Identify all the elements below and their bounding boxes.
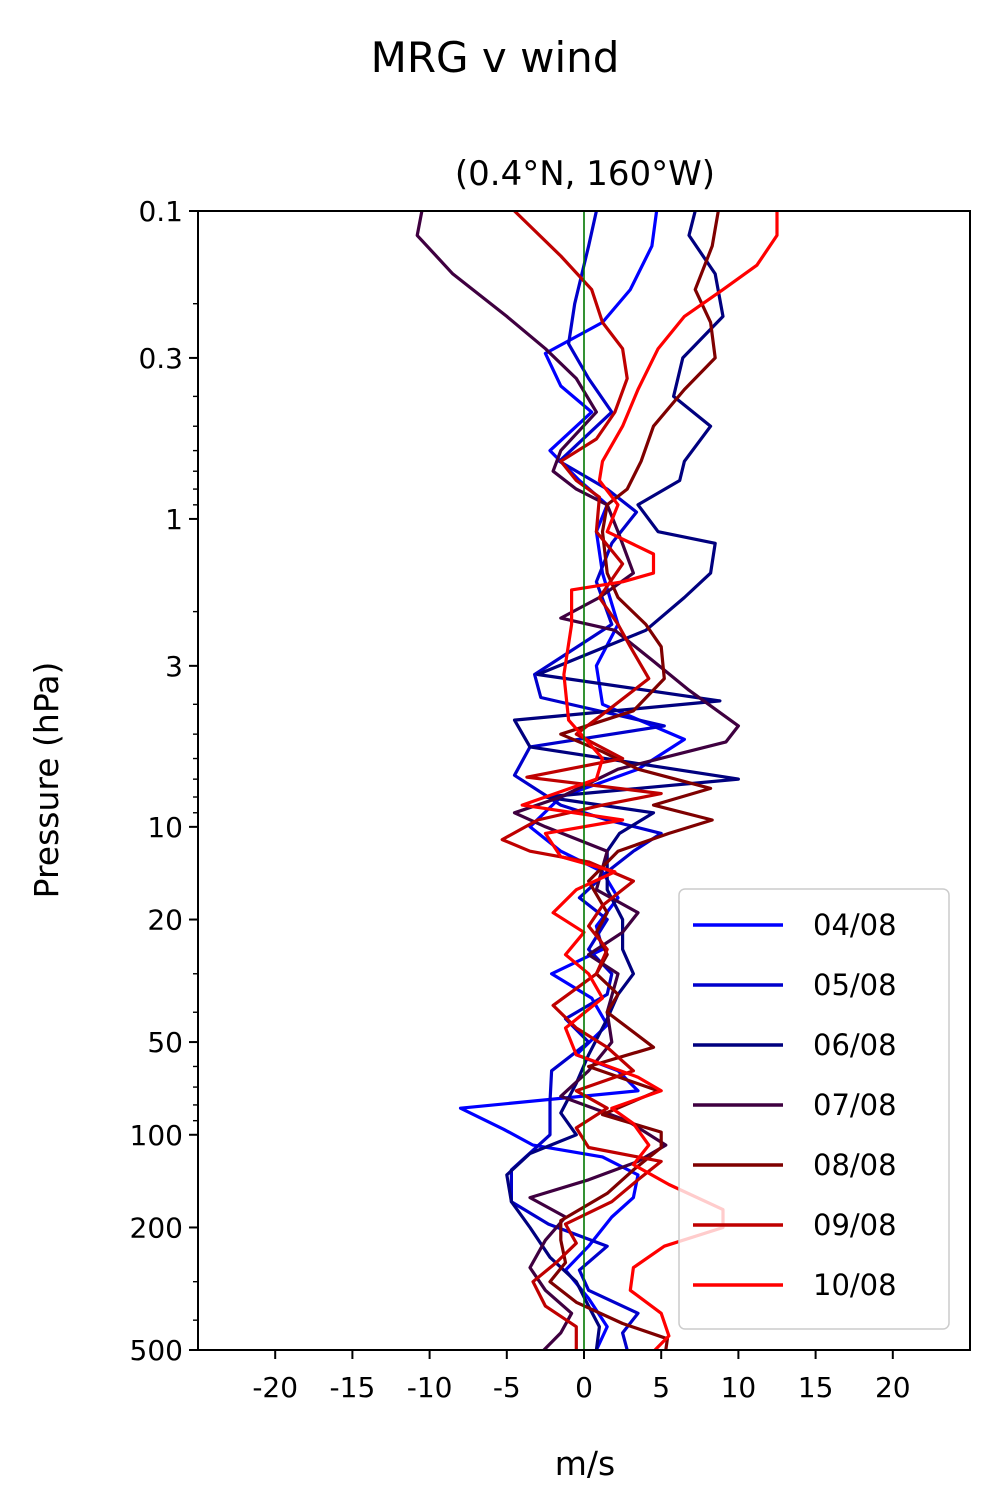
series-line-4 [415,211,740,1350]
legend-label: 04/08 [813,908,897,942]
series-line-6 [500,211,663,1350]
series-line-2 [509,211,666,1350]
y-tick-label: 100 [130,1119,183,1152]
x-tick-label: 15 [798,1371,834,1404]
legend-label: 10/08 [813,1268,897,1302]
x-tick-label: -20 [252,1371,298,1404]
y-axis-label: Pressure (hPa) [27,662,66,899]
legend-box [678,888,950,1330]
x-tick-label: 20 [875,1371,911,1404]
x-tick-label: 0 [575,1371,593,1404]
legend-label: 07/08 [813,1088,897,1122]
x-tick-label: -15 [330,1371,376,1404]
x-axis-label: m/s [555,1444,615,1483]
legend: 04/08 05/08 06/08 07/08 08/08 09/08 10/08 [678,888,950,1330]
series-line-1 [458,211,686,1350]
series-lines [415,211,779,1350]
y-tick-label: 50 [147,1026,183,1059]
y-tick-label: 200 [130,1211,183,1244]
y-tick-label: 10 [147,811,183,844]
x-tick-label: 10 [721,1371,757,1404]
series-line-7 [520,211,779,1350]
x-tick-label: -5 [493,1371,521,1404]
chart-subtitle: (0.4°N, 160°W) [455,154,715,194]
chart-title: MRG v wind [371,33,620,82]
plot-area [415,211,779,1350]
x-tick-label: -10 [407,1371,453,1404]
legend-label: 06/08 [813,1028,897,1062]
legend-label: 05/08 [813,968,897,1002]
series-line-5 [548,211,720,1350]
y-tick-label: 0.3 [138,342,183,375]
y-tick-label: 3 [165,650,183,683]
y-tick-label: 1 [165,503,183,536]
y-tick-label: 20 [147,904,183,937]
y-tick-label: 500 [130,1334,183,1367]
legend-label: 08/08 [813,1148,897,1182]
axis-ticks: -20 -15 -10 -5 0 5 10 15 20 0.1 0.3 1 3 10 20 50 100 200 5… [130,195,911,1404]
x-tick-label: 5 [652,1371,670,1404]
y-tick-label: 0.1 [138,195,183,228]
series-line-3 [505,211,740,1350]
plot-frame [197,210,971,1351]
legend-label: 09/08 [813,1208,897,1242]
